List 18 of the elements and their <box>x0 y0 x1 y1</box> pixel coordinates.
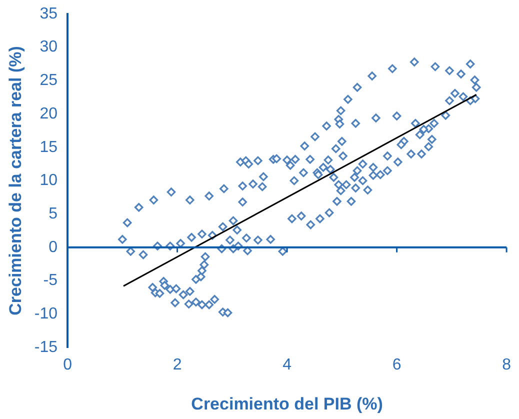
y-tick-label: -10 <box>34 305 58 322</box>
y-tick-label: 35 <box>40 5 58 22</box>
y-axis-title: Crecimiento de la cartera real (%) <box>6 46 25 316</box>
y-tick-label: 25 <box>40 72 58 90</box>
y-tick-label: -15 <box>34 338 58 356</box>
y-tick-label: 0 <box>48 238 58 256</box>
y-tick-label: 5 <box>48 205 58 222</box>
x-tick-label: 2 <box>172 356 182 374</box>
y-tick-label: 20 <box>40 105 58 122</box>
y-tick-label: 10 <box>40 172 58 190</box>
x-axis-title: Crecimiento del PIB (%) <box>191 394 383 414</box>
x-tick-label: 8 <box>502 356 512 374</box>
y-tick-label: 15 <box>40 138 58 156</box>
x-tick-label: 6 <box>392 356 402 374</box>
x-tick-label: 0 <box>63 356 72 374</box>
y-tick-label: 30 <box>40 38 58 56</box>
y-tick-label: -5 <box>43 272 58 290</box>
x-tick-label: 4 <box>282 356 292 374</box>
